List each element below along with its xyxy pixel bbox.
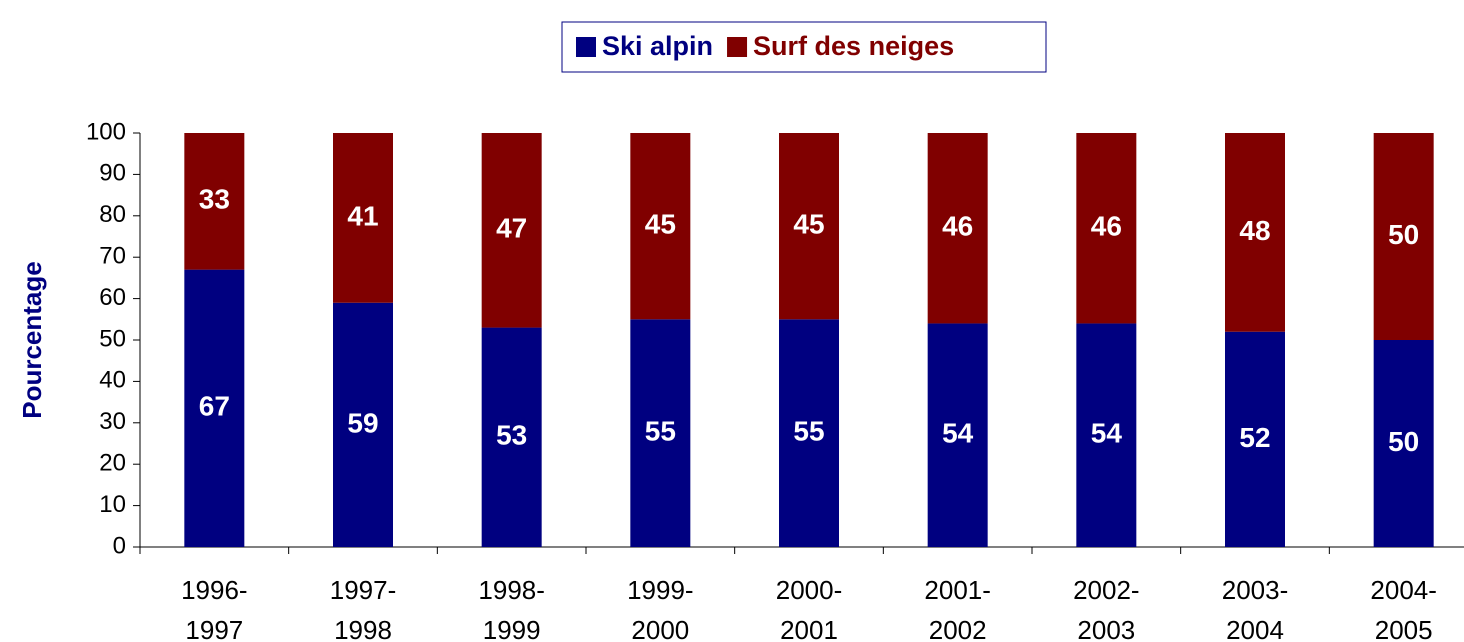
x-tick-label: 1999-2000 <box>627 575 694 642</box>
y-tick-label: 0 <box>113 532 126 559</box>
y-tick-label: 30 <box>99 408 126 435</box>
bar-segment <box>779 133 839 320</box>
x-tick-label: 1998-1999 <box>478 575 545 642</box>
y-tick-label: 10 <box>99 491 126 518</box>
data-label: 67 <box>199 391 230 422</box>
bar-segment <box>630 133 691 320</box>
bar-segment <box>184 133 245 270</box>
x-tick-label: 2002-2003 <box>1073 575 1140 642</box>
x-tick-label: 2001-2002 <box>924 575 991 642</box>
legend-swatch <box>727 37 748 57</box>
y-axis-label: Pourcentage <box>17 261 47 419</box>
data-label: 50 <box>1388 426 1419 457</box>
y-tick-label: 100 <box>86 118 126 145</box>
data-label: 54 <box>1091 418 1123 449</box>
data-label: 46 <box>942 211 973 242</box>
y-tick-label: 20 <box>99 450 126 477</box>
data-label: 33 <box>199 184 230 215</box>
data-label: 52 <box>1239 422 1270 453</box>
data-label: 50 <box>1388 219 1419 250</box>
bar-segment <box>779 319 839 547</box>
data-label: 59 <box>347 407 378 438</box>
bar-segment <box>927 133 988 324</box>
data-label: 45 <box>645 209 676 240</box>
bar-segment <box>630 319 691 547</box>
bar-segment <box>927 323 988 547</box>
x-tick-label: 2003-2004 <box>1221 575 1289 642</box>
data-label: 54 <box>942 418 974 449</box>
y-tick-label: 50 <box>99 325 126 352</box>
data-label: 45 <box>793 209 824 240</box>
data-label: 55 <box>645 416 676 447</box>
bar-segment <box>1225 133 1285 332</box>
y-tick-label: 70 <box>99 243 126 270</box>
bar-segment <box>1076 323 1137 547</box>
data-label: 55 <box>793 416 824 447</box>
legend-label: Ski alpin <box>602 31 713 61</box>
y-tick-label: 60 <box>99 284 126 311</box>
x-tick-label: 2004-2005 <box>1370 575 1437 642</box>
bar-segment <box>333 133 393 303</box>
data-label: 53 <box>496 420 527 451</box>
bar-segment <box>1225 331 1285 547</box>
data-label: 47 <box>496 213 527 244</box>
y-tick-label: 80 <box>99 201 126 228</box>
x-tick-label: 1996-1997 <box>181 575 248 642</box>
y-tick-label: 40 <box>99 367 126 394</box>
bar-segment <box>1373 133 1434 340</box>
legend-swatch <box>576 37 596 57</box>
bar-segment <box>481 327 542 547</box>
bar-segment <box>1373 340 1434 547</box>
bar-segment <box>333 302 393 547</box>
x-tick-label: 1997-1998 <box>329 575 397 642</box>
data-label: 41 <box>347 200 378 231</box>
bar-segment <box>481 133 542 328</box>
bar-segment <box>184 269 245 547</box>
bar-segment <box>1076 133 1137 324</box>
data-label: 48 <box>1239 215 1270 246</box>
legend-label: Surf des neiges <box>753 31 954 61</box>
y-tick-label: 90 <box>99 160 126 187</box>
x-tick-label: 2000-2001 <box>775 575 843 642</box>
legend-box <box>561 21 1047 73</box>
data-label: 46 <box>1091 211 1122 242</box>
